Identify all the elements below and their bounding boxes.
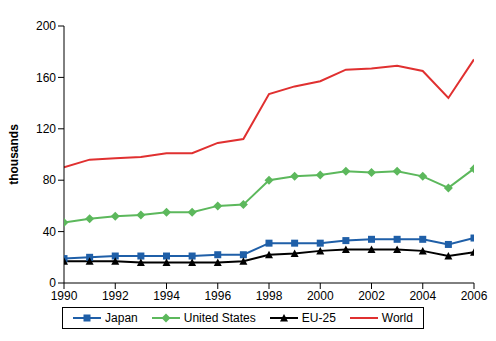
svg-text:160: 160 [36, 71, 56, 85]
svg-text:1990: 1990 [51, 289, 78, 303]
svg-text:2006: 2006 [461, 289, 488, 303]
svg-text:thousands: thousands [8, 124, 21, 185]
html-text:Japan: Japan [105, 311, 138, 325]
svg-text:1998: 1998 [256, 289, 283, 303]
svg-text:1994: 1994 [153, 289, 180, 303]
svg-text:2002: 2002 [358, 289, 385, 303]
svg-text:200: 200 [36, 19, 56, 33]
svg-text:40: 40 [43, 225, 57, 239]
svg-text:1992: 1992 [102, 289, 129, 303]
svg-text:1996: 1996 [204, 289, 231, 303]
svg-text:2004: 2004 [409, 289, 436, 303]
svg-text:2000: 2000 [307, 289, 334, 303]
svg-text:120: 120 [36, 122, 56, 136]
html-text:United States: United States [183, 311, 256, 325]
svg-text:80: 80 [43, 173, 57, 187]
svg-text:0: 0 [49, 276, 56, 290]
html-text:World: World [381, 311, 413, 325]
html-text:EU-25: EU-25 [301, 311, 336, 325]
